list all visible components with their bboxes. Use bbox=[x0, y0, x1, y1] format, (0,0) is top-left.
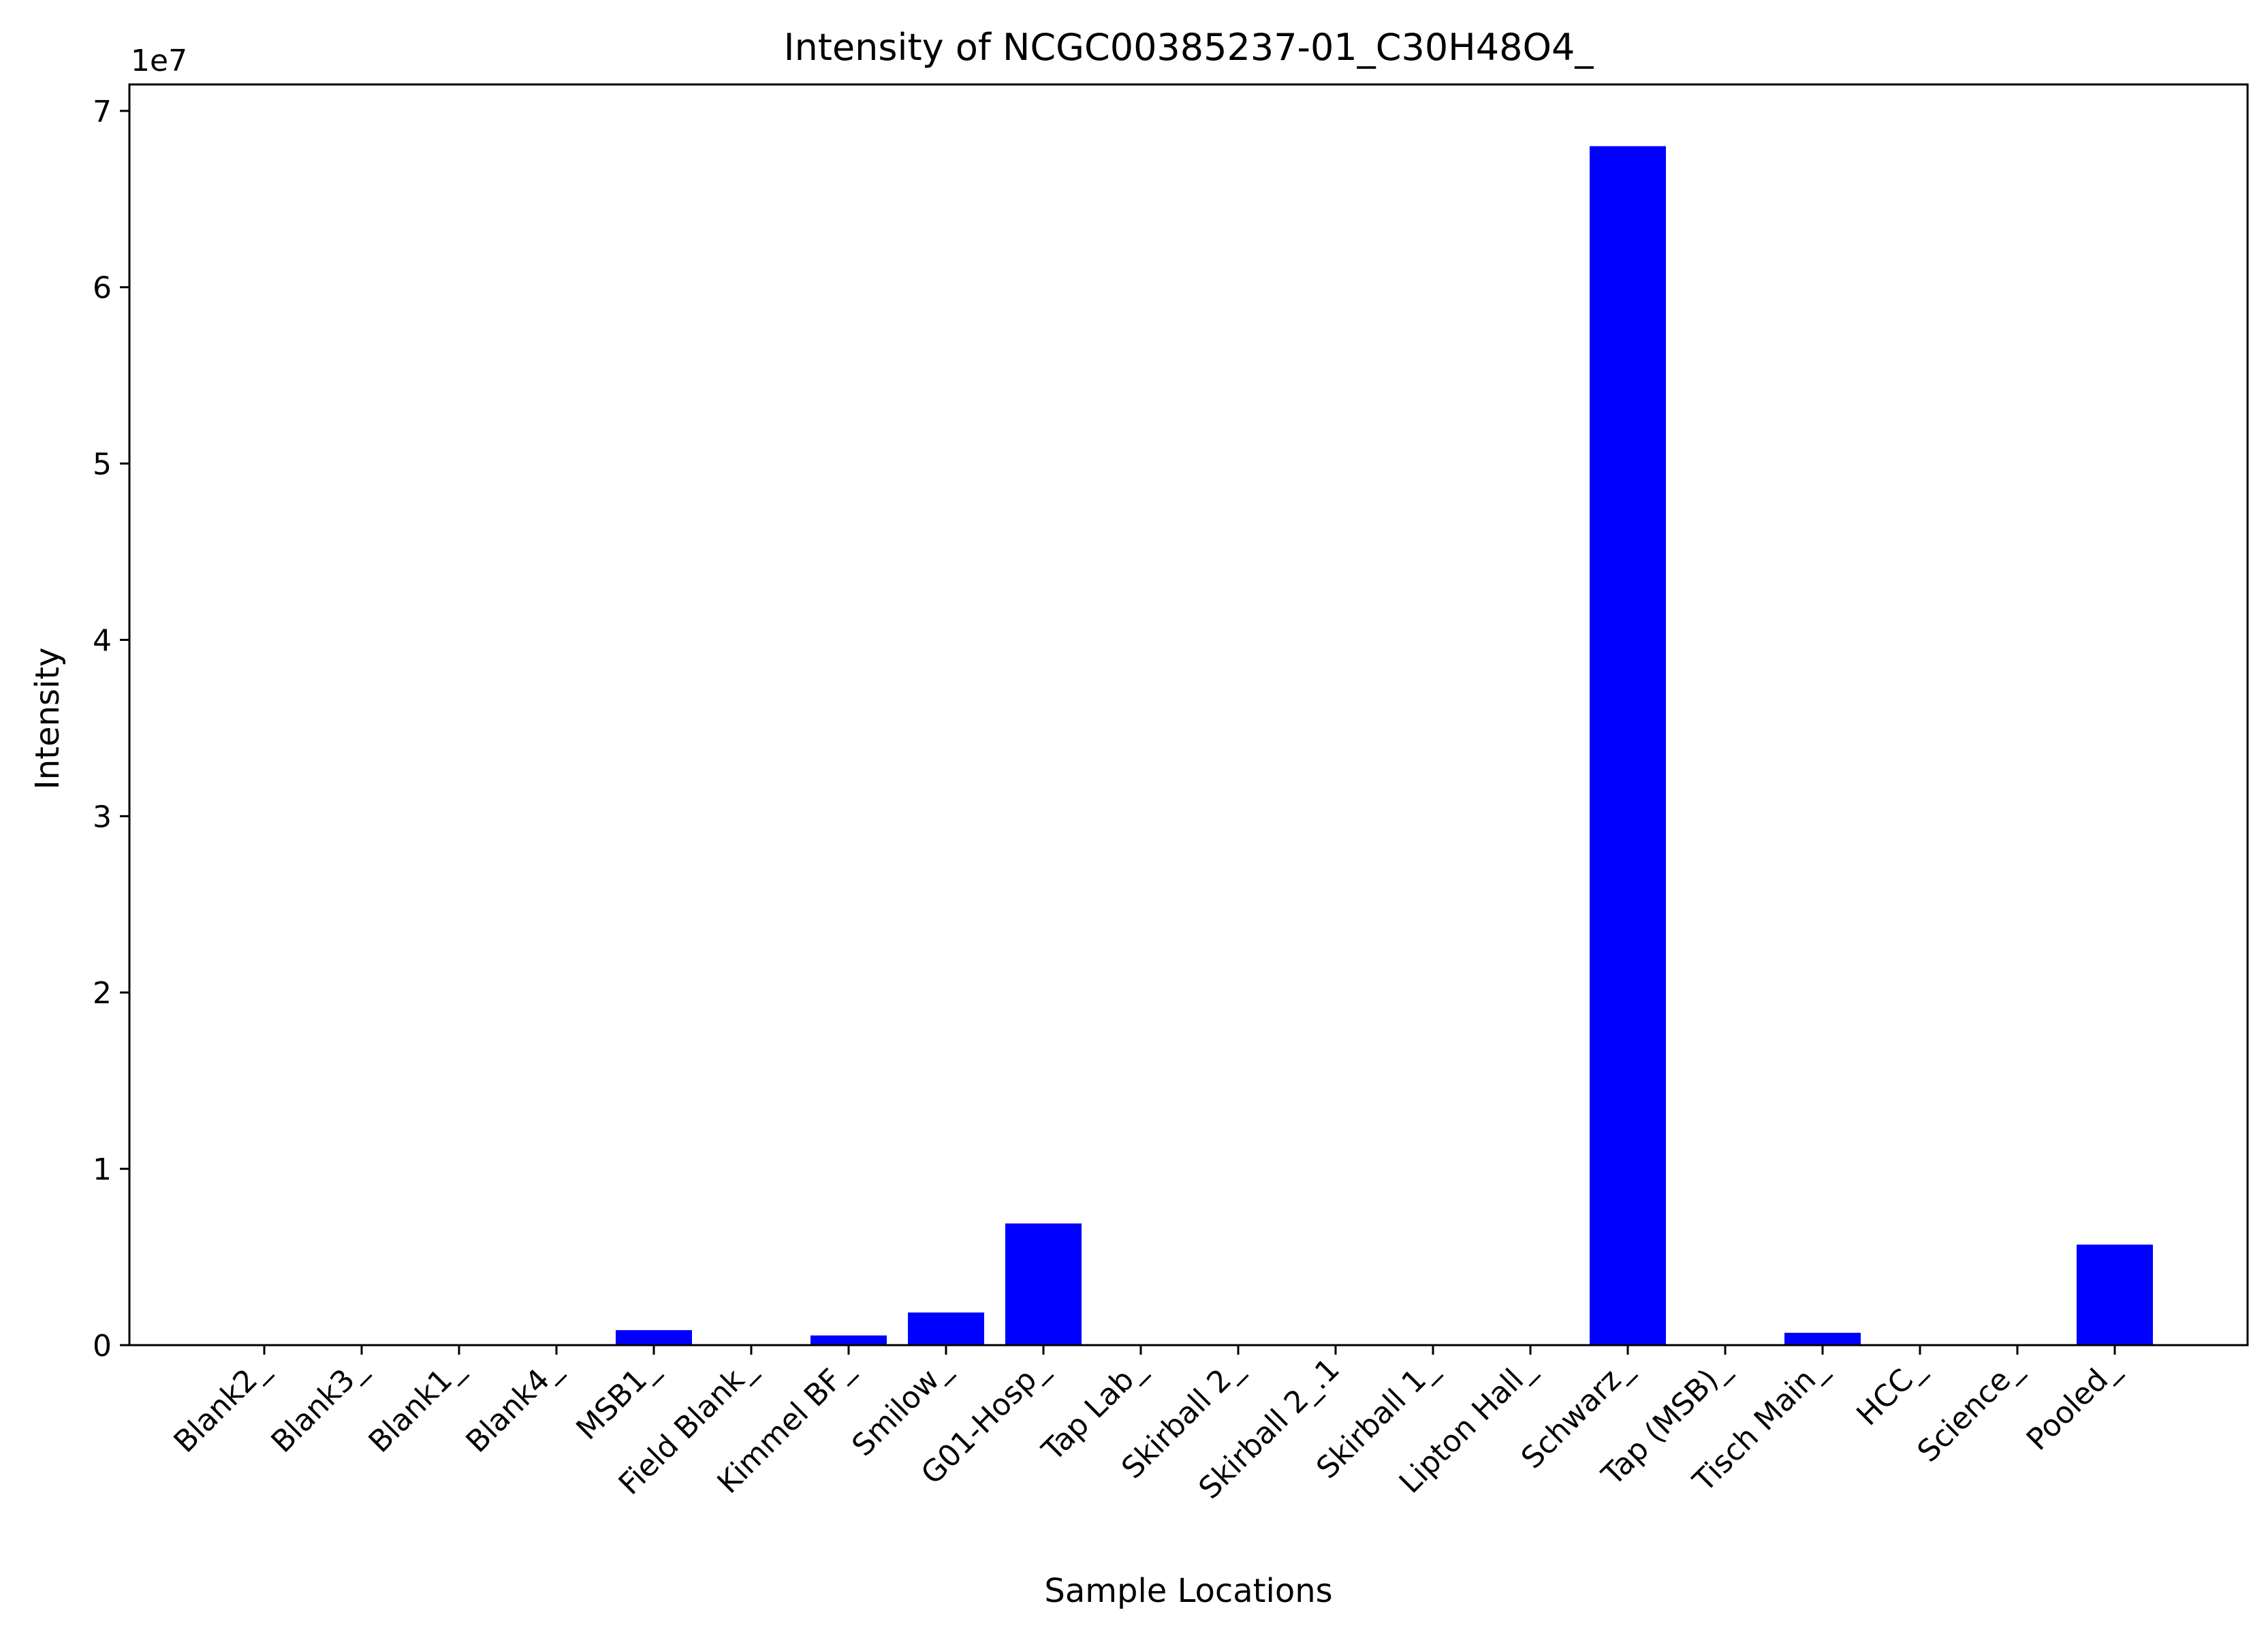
x-axis-ticks: Blank2_Blank3_Blank1_Blank4_ MSB1_Field B… bbox=[168, 1345, 2126, 1506]
y-tick-label-4: 4 bbox=[93, 623, 112, 658]
x-tick-label-18: Science_ bbox=[1911, 1351, 2029, 1469]
chart-title: Intensity of NCGC00385237-01_C30H48O4_ bbox=[784, 26, 1594, 69]
bar-16 bbox=[1784, 1332, 1861, 1345]
x-axis-label: Sample Locations bbox=[1044, 1572, 1332, 1610]
bar-8 bbox=[1005, 1223, 1082, 1345]
y-tick-label-0: 0 bbox=[93, 1329, 112, 1364]
x-tick-label-2: Blank1_ bbox=[362, 1351, 471, 1460]
y-tick-label-3: 3 bbox=[93, 800, 112, 834]
bar-6 bbox=[810, 1335, 887, 1345]
plot-frame bbox=[128, 83, 2249, 1346]
y-axis-label: Intensity bbox=[29, 648, 67, 790]
bar-4 bbox=[616, 1329, 692, 1345]
bar-14 bbox=[1590, 146, 1666, 1345]
y-tick-label-6: 6 bbox=[93, 271, 112, 306]
y-tick-label-7: 7 bbox=[93, 95, 112, 129]
x-tick-label-0: Blank2_ bbox=[168, 1351, 276, 1460]
x-tick-label-17: HCC_ bbox=[1850, 1351, 1931, 1432]
bar-7 bbox=[908, 1312, 984, 1345]
y-tick-label-1: 1 bbox=[93, 1152, 112, 1187]
x-tick-label-19: Pooled_ bbox=[2020, 1351, 2126, 1458]
y-axis-ticks: 0 1 2 3 4 5 6 7 bbox=[93, 95, 129, 1364]
bars-group bbox=[616, 146, 2153, 1345]
bar-19 bbox=[2077, 1244, 2153, 1345]
x-tick-label-4: MSB1_ bbox=[569, 1351, 665, 1447]
y-tick-label-2: 2 bbox=[93, 976, 112, 1011]
x-tick-label-1: Blank3_ bbox=[265, 1351, 373, 1460]
y-tick-label-5: 5 bbox=[93, 447, 112, 482]
y-axis-offset-label: 1e7 bbox=[131, 44, 187, 78]
x-tick-label-3: Blank4_ bbox=[460, 1351, 568, 1460]
